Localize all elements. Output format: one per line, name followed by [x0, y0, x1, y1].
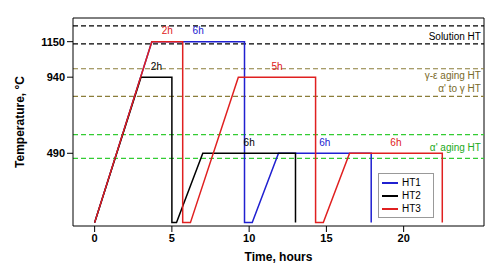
svg-text:490: 490	[47, 147, 65, 159]
html-text:HT2: HT2	[402, 190, 421, 201]
html-text:HT1: HT1	[402, 177, 421, 188]
svg-text:5: 5	[169, 232, 175, 244]
svg-text:20: 20	[398, 232, 410, 244]
svg-text:γ-ε aging HT: γ-ε aging HT	[425, 70, 481, 81]
svg-text:2h: 2h	[151, 61, 162, 72]
svg-text:6h: 6h	[193, 25, 204, 36]
svg-text:1150: 1150	[41, 36, 65, 48]
svg-text:6h: 6h	[319, 137, 330, 148]
svg-text:6h: 6h	[244, 137, 255, 148]
svg-text:6h: 6h	[390, 137, 401, 148]
svg-text:Temperature, °C: Temperature, °C	[13, 76, 27, 168]
svg-text:0: 0	[92, 232, 98, 244]
svg-text:940: 940	[47, 71, 65, 83]
svg-text:2h: 2h	[162, 25, 173, 36]
svg-text:10: 10	[243, 232, 255, 244]
html-text:HT3: HT3	[402, 203, 421, 214]
svg-text:Solution HT: Solution HT	[429, 31, 481, 42]
svg-text:α' aging HT: α' aging HT	[430, 142, 481, 153]
svg-text:5h: 5h	[271, 61, 282, 72]
svg-text:α' to γ HT: α' to γ HT	[438, 83, 481, 94]
svg-text:Time, hours: Time, hours	[245, 250, 313, 264]
svg-text:15: 15	[320, 232, 332, 244]
